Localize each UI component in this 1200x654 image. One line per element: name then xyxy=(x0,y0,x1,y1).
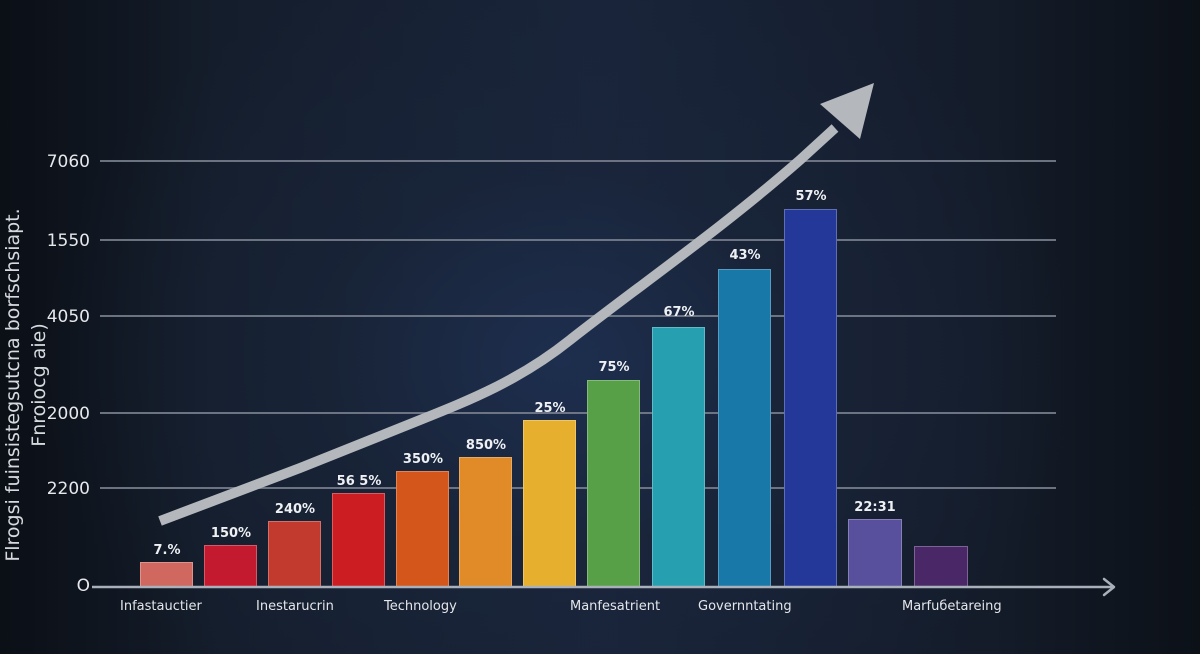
x-category-label: Technology xyxy=(384,599,457,614)
gridline xyxy=(100,239,1056,241)
bar xyxy=(914,546,968,586)
bar-value-label: 43% xyxy=(729,248,761,263)
y-tick-label: 2000 xyxy=(46,404,90,424)
bar xyxy=(140,562,193,586)
bar xyxy=(332,493,385,586)
bar-value-label: 57% xyxy=(795,189,827,204)
bar xyxy=(523,420,576,586)
bar-value-label: 350% xyxy=(402,452,444,467)
bar xyxy=(848,519,902,586)
trend-arrow-icon xyxy=(158,83,874,526)
bar-value-label: 240% xyxy=(274,502,316,517)
gridline xyxy=(100,315,1056,317)
bar xyxy=(204,545,257,586)
bar-value-label: 75% xyxy=(598,360,630,375)
y-tick-label: 1550 xyxy=(46,231,90,251)
x-category-label: Inestarucrin xyxy=(256,599,334,614)
bar-value-label: 22:31 xyxy=(854,500,896,515)
y-tick-label: 7060 xyxy=(46,152,90,172)
bar xyxy=(268,521,321,586)
gridline xyxy=(100,412,1056,414)
bar xyxy=(784,209,837,586)
x-axis-arrow-icon xyxy=(92,577,1116,597)
y-tick-label: O xyxy=(76,576,90,596)
bar xyxy=(587,380,640,586)
x-category-label: Governntating xyxy=(698,599,792,614)
gridline xyxy=(100,160,1056,162)
gridline xyxy=(100,487,1056,489)
bar-value-label: 850% xyxy=(465,438,507,453)
x-category-label: Infastauctier xyxy=(120,599,202,614)
bar xyxy=(652,327,705,586)
y-tick-label: 2200 xyxy=(46,479,90,499)
bar-value-label: 56 5% xyxy=(336,474,382,489)
x-category-label: Manfesatrient xyxy=(570,599,661,614)
bar xyxy=(718,269,771,586)
bar-value-label: 7.% xyxy=(153,543,181,558)
bar xyxy=(396,471,449,586)
x-category-label: Marfuбetareing xyxy=(902,599,1002,614)
bar-value-label: 25% xyxy=(534,401,566,416)
bar xyxy=(459,457,512,586)
bar-value-label: 67% xyxy=(663,305,695,320)
y-tick-label: 4050 xyxy=(46,307,90,327)
bar-value-label: 150% xyxy=(210,526,252,541)
